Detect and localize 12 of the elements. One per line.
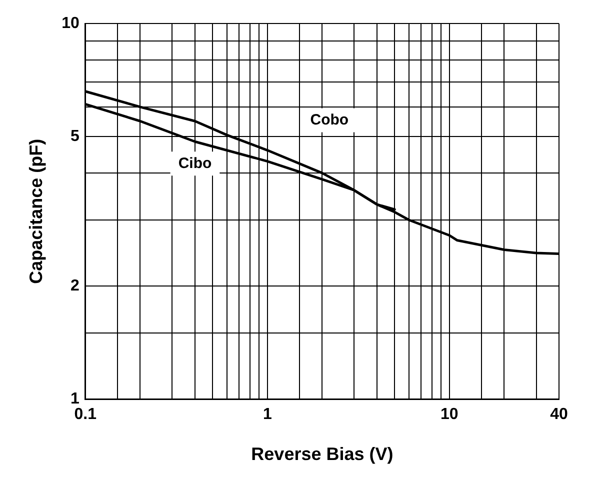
y-tick-label: 10 — [62, 15, 80, 32]
x-tick-label: 0.1 — [74, 406, 97, 424]
x-tick-label: 40 — [550, 406, 568, 424]
x-tick-label: 10 — [440, 406, 458, 424]
x-axis-title: Reverse Bias (V) — [251, 444, 394, 464]
y-tick-label: 1 — [70, 390, 80, 408]
y-tick-label: 2 — [70, 278, 80, 295]
x-tick-label: 1 — [262, 406, 272, 424]
text: Cobo — [310, 111, 349, 128]
series-label: Cibo — [178, 154, 212, 172]
y-tick-label: 5 — [70, 128, 80, 146]
y-axis-title: Capacitance (pF) — [26, 138, 46, 284]
